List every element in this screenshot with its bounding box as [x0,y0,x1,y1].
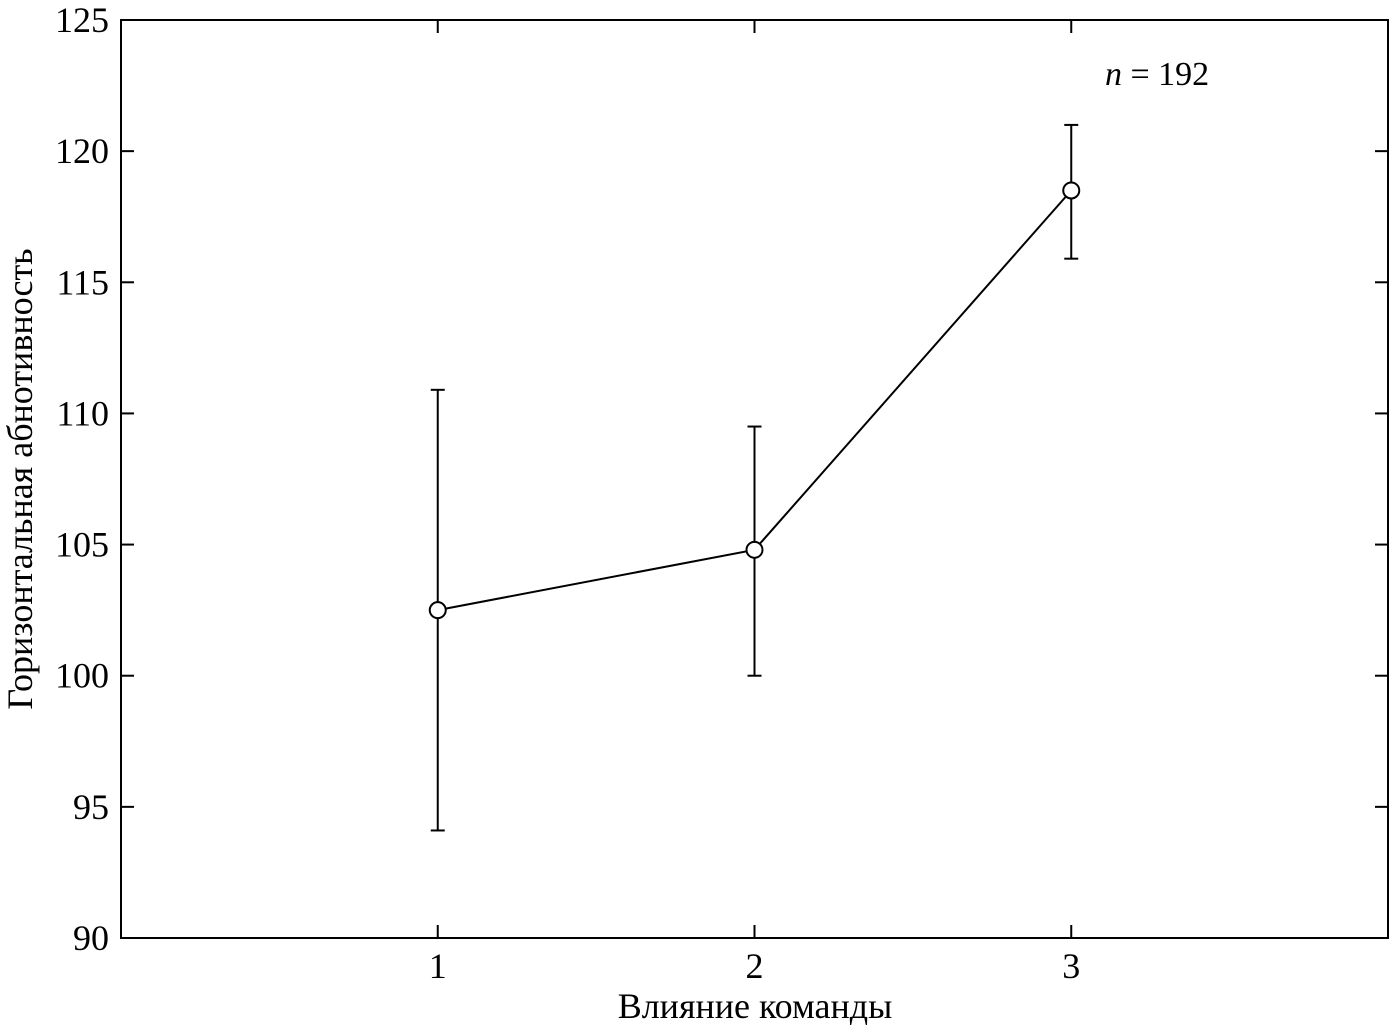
x-axis-label: Влияние команды [618,986,893,1026]
y-tick-label: 95 [73,787,109,827]
data-point [428,601,447,620]
data-point [1062,181,1081,200]
y-tick-label: 105 [55,525,109,565]
sample-size-variable: n [1105,56,1122,93]
y-tick-label: 90 [73,918,109,958]
y-tick-label: 120 [55,131,109,171]
x-tick-label: 2 [746,946,764,986]
y-tick-label: 110 [56,393,109,433]
y-tick-label: 125 [55,0,109,40]
sample-size-annotation: n = 192 [1105,56,1209,93]
y-axis-label: Горизонтальная абнотивность [0,248,40,709]
sample-size-value: = 192 [1122,56,1209,93]
y-tick-label: 100 [55,656,109,696]
data-point [745,540,764,559]
x-tick-label: 3 [1062,946,1080,986]
y-tick-label: 115 [56,262,109,302]
x-tick-label: 1 [429,946,447,986]
